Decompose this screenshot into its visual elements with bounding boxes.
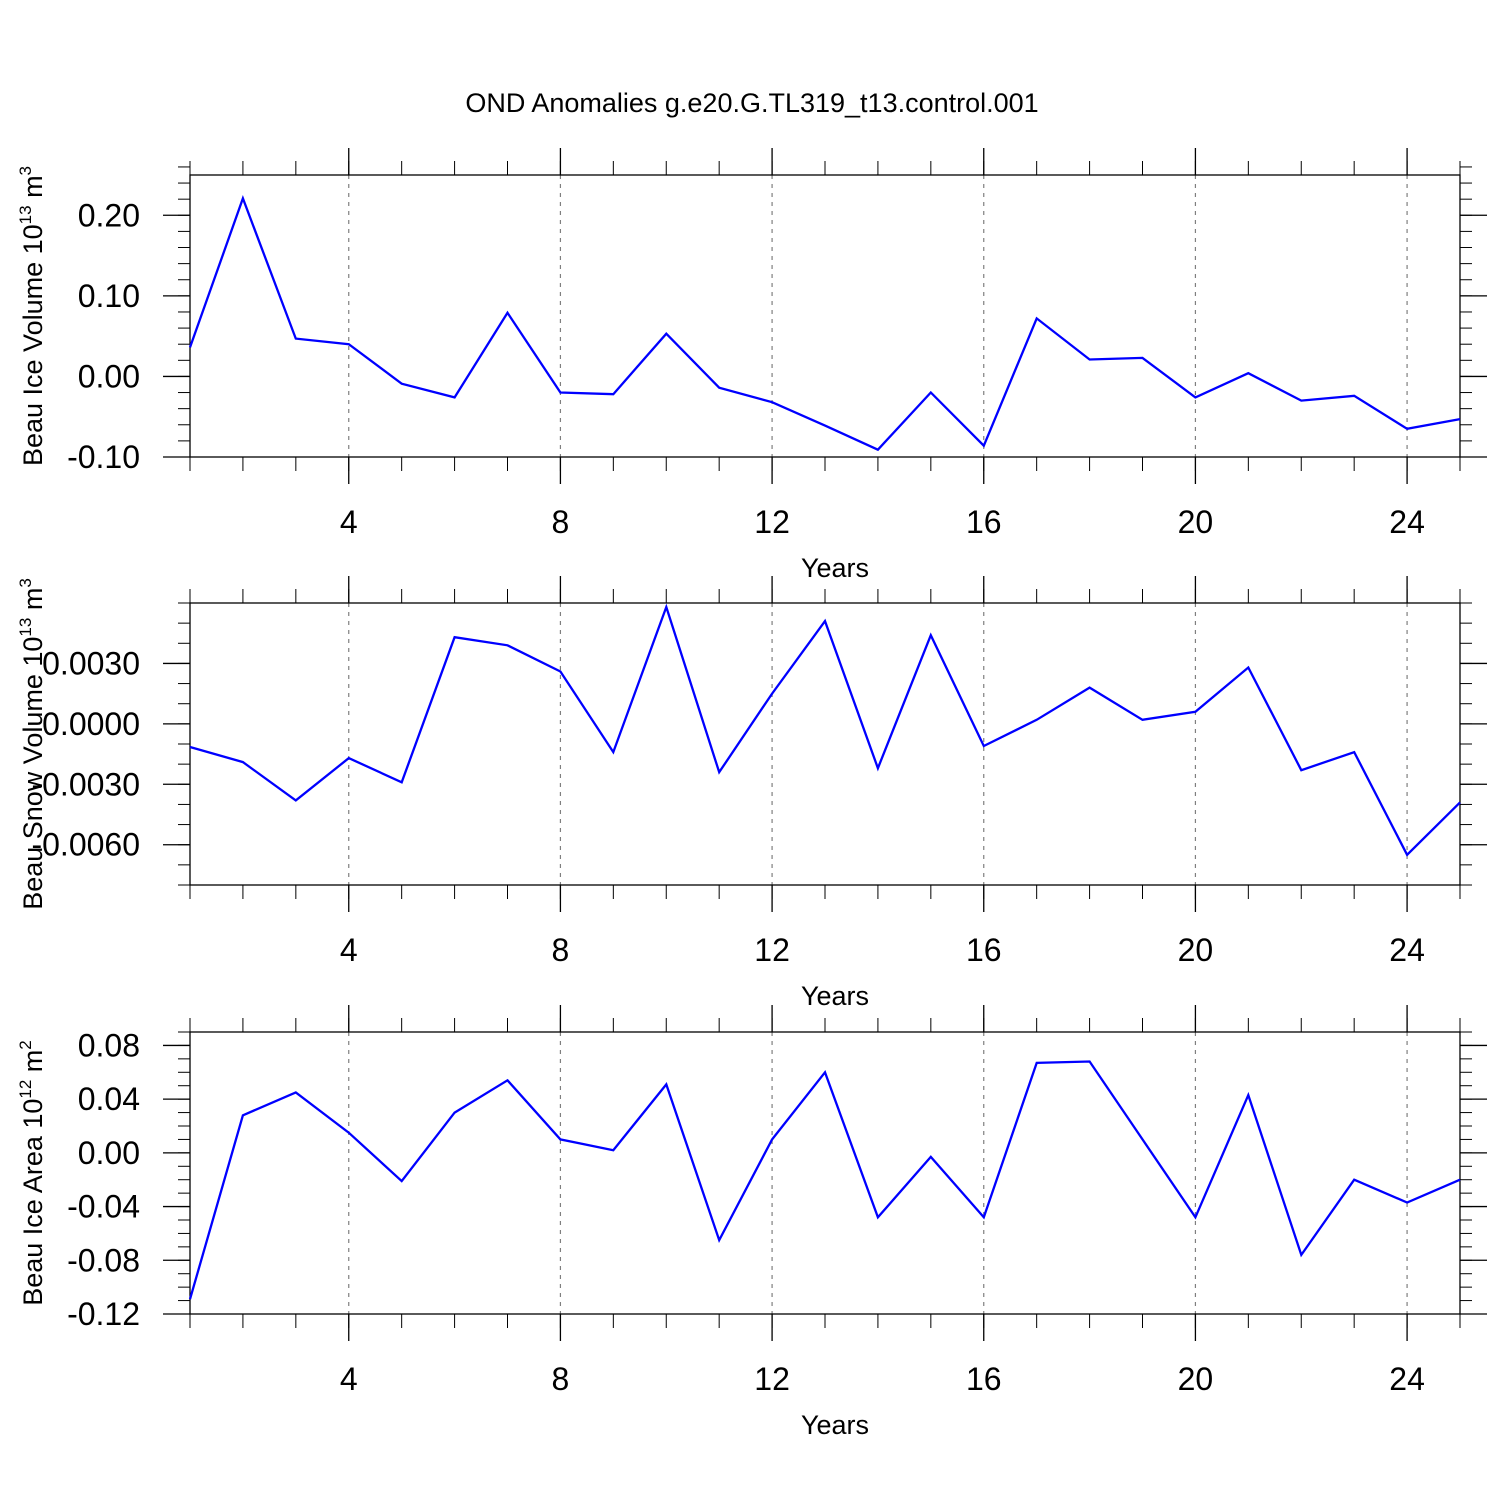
x-axis-label: Years: [801, 981, 869, 1011]
chart-panel-3: 4 8 12 16 20 24 -0.12 -0.08 -0.04 0.00 0.04 0.08 Yea…: [16, 1005, 1487, 1440]
x-tick-label: 24: [1389, 932, 1425, 968]
y-tick-label: -0.12: [67, 1296, 140, 1332]
x-tick-label: 12: [754, 1361, 790, 1397]
series-line: [189, 603, 1461, 857]
y-tick-label: -0.0030: [31, 766, 140, 802]
y-tick-label: 0.20: [78, 197, 140, 233]
y-axis-label-unit: m: [18, 588, 48, 618]
x-tick-label: 20: [1178, 504, 1214, 540]
chart-panel-2: 4 8 12 16 20 24 -0.0060 -0.0030 0.0000 0.0030 Year…: [16, 576, 1487, 1011]
x-tick-label: 16: [966, 504, 1002, 540]
y-axis-label-text: Beau Ice Volume 10: [18, 224, 48, 466]
x-tick-label: 4: [340, 1361, 358, 1397]
y-axis-label-unit: m: [18, 175, 48, 205]
y-axis-label-unit-exponent: 3: [16, 166, 35, 175]
x-axis-label: Years: [801, 1410, 869, 1440]
y-tick-label: 0.00: [78, 1135, 140, 1171]
y-axis-label-exponent: 13: [16, 618, 35, 637]
y-axis-label: Beau Ice Volume 1013 m3: [16, 166, 48, 466]
y-axis-label: Beau Snow Volume 1013 m3: [16, 578, 48, 910]
series-line: [188, 1060, 1461, 1300]
x-tick-label: 20: [1178, 1361, 1214, 1397]
x-tick-label: 8: [552, 504, 570, 540]
y-tick-label: 0.0030: [42, 645, 140, 681]
x-axis-label: Years: [801, 553, 869, 583]
x-tick-label: 16: [966, 1361, 1002, 1397]
y-axis-label-unit-exponent: 3: [16, 578, 35, 587]
series-line: [188, 195, 1461, 452]
y-axis-label-exponent: 12: [16, 1080, 35, 1099]
x-tick-label: 20: [1178, 932, 1214, 968]
x-tick-label: 24: [1389, 1361, 1425, 1397]
chart-panel-1: 4 8 12 16 20 24 -0.10 0.00 0.10 0.20 Years Beau Ice…: [16, 148, 1487, 583]
x-tick-label: 12: [754, 504, 790, 540]
y-axis-label-unit-exponent: 2: [16, 1040, 35, 1049]
x-tick-label: 8: [552, 932, 570, 968]
y-axis-label-exponent: 13: [16, 205, 35, 224]
x-tick-label: 12: [754, 932, 790, 968]
y-tick-label: 0.10: [78, 278, 140, 314]
x-tick-label: 16: [966, 932, 1002, 968]
y-tick-label: -0.0060: [31, 827, 140, 863]
y-tick-label: 0.08: [78, 1027, 140, 1063]
x-tick-label: 4: [340, 932, 358, 968]
y-tick-label: -0.04: [67, 1189, 140, 1225]
y-tick-label: 0.0000: [42, 706, 140, 742]
y-axis-label-text: Beau Ice Area 10: [18, 1099, 48, 1306]
x-tick-label: 24: [1389, 504, 1425, 540]
y-axis-label: Beau Ice Area 1012 m2: [16, 1040, 48, 1306]
y-tick-label: 0.04: [78, 1081, 140, 1117]
y-axis-label-text: Beau Snow Volume 10: [18, 637, 48, 910]
x-tick-label: 4: [340, 504, 358, 540]
figure-title: OND Anomalies g.e20.G.TL319_t13.control.…: [465, 88, 1038, 118]
x-tick-label: 8: [552, 1361, 570, 1397]
y-tick-label: 0.00: [78, 358, 140, 394]
y-tick-label: -0.10: [67, 439, 140, 475]
y-axis-label-unit: m: [18, 1050, 48, 1080]
y-tick-label: -0.08: [67, 1242, 140, 1278]
